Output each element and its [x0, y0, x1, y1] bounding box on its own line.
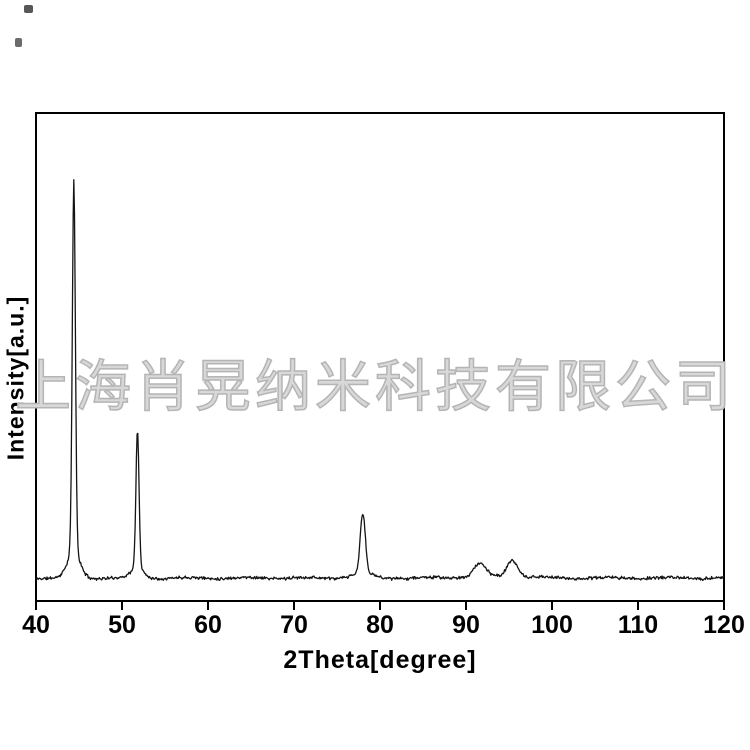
x-axis-tick-marks — [35, 601, 725, 610]
x-tick-label: 100 — [531, 611, 573, 639]
x-tick-label: 90 — [452, 611, 480, 639]
x-tick-label: 60 — [194, 611, 222, 639]
x-tick-label: 70 — [280, 611, 308, 639]
x-tick-label: 120 — [703, 611, 745, 639]
scan-artifact — [15, 38, 22, 47]
x-tick-label: 80 — [366, 611, 394, 639]
x-axis-label: 2Theta[degree] — [283, 646, 477, 674]
watermark: 上海肖晃纳米科技有限公司 — [14, 354, 735, 419]
x-tick-label: 50 — [108, 611, 136, 639]
x-tick-label: 110 — [617, 611, 659, 639]
x-tick-label: 40 — [22, 611, 50, 639]
xrd-trace — [35, 179, 725, 582]
scan-artifact — [24, 5, 33, 13]
